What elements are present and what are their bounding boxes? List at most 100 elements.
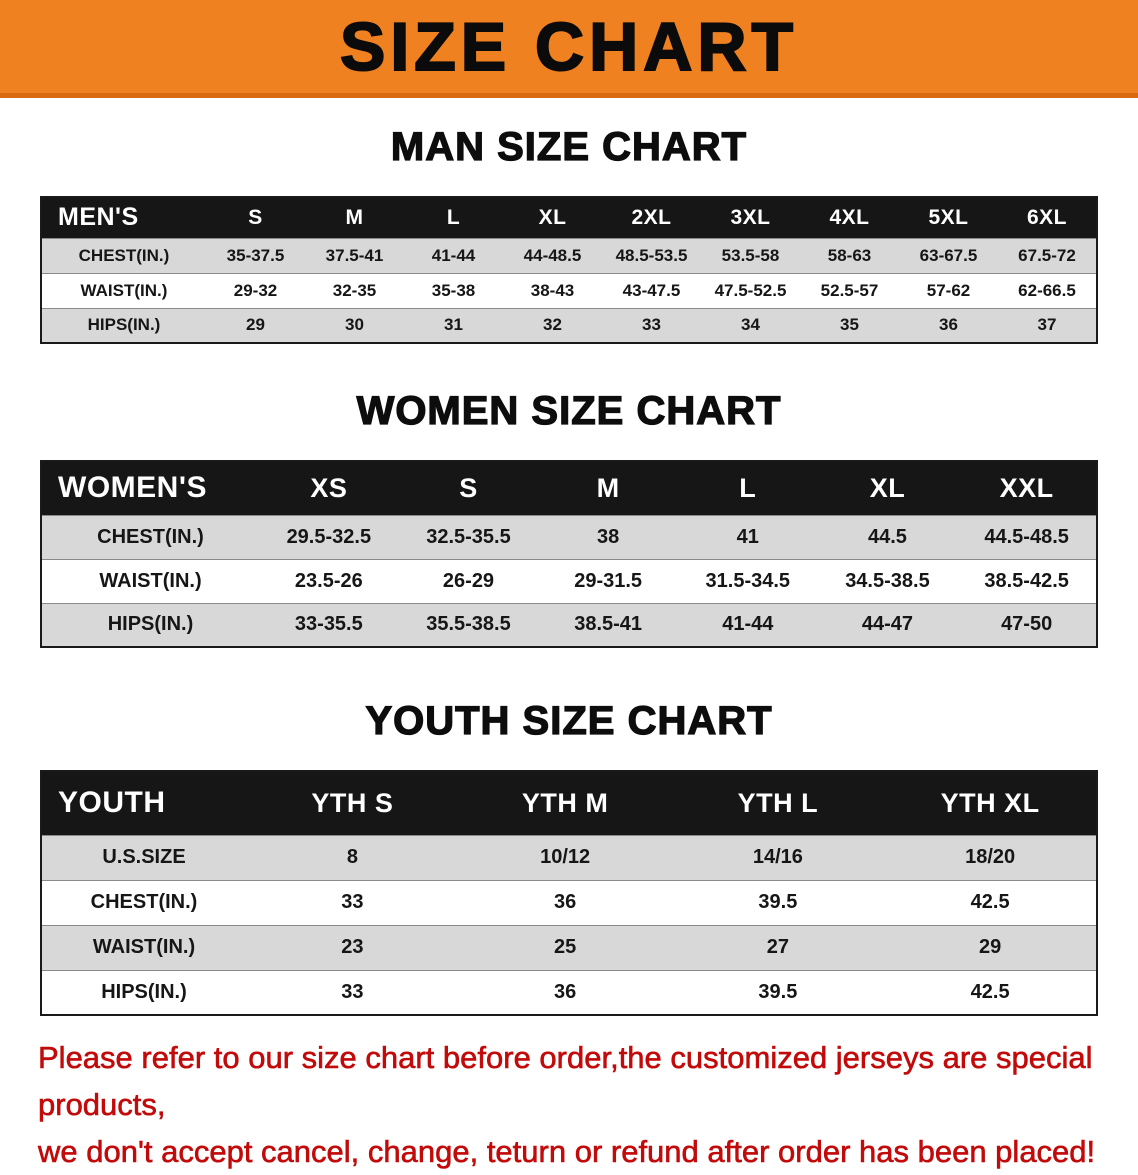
measurement-label: HIPS(IN.) <box>101 980 187 1003</box>
size-value-cell: 44-47 <box>861 613 914 636</box>
size-value-cell: 23.5-26 <box>294 569 363 592</box>
size-header-row: WOMEN'S XS S M L XL XXL <box>41 461 1097 515</box>
size-column-header: YTH XL <box>884 771 1097 835</box>
man-section-heading: MAN SIZE CHART <box>390 124 748 169</box>
size-value-cell: 14/16 <box>752 846 803 868</box>
size-value-cell: 31 <box>444 315 463 335</box>
size-column-header: S <box>398 461 539 515</box>
youth-size-section: YOUTH SIZE CHART YOUTH YTH S YTH M YTH L YTH… <box>0 698 1138 1016</box>
size-value-cell: 33 <box>341 980 364 1003</box>
size-column-header: 5XL <box>899 197 998 238</box>
measurement-row: WAIST(IN.) 23.5-26 26-29 29-31.5 31.5-34.5 34… <box>41 559 1097 603</box>
measurement-label: CHEST(IN.) <box>90 891 198 913</box>
size-value-cell: 30 <box>345 315 364 335</box>
size-value-cell: 37.5-41 <box>325 245 384 265</box>
measurement-row: HIPS(IN.) 33 36 39.5 42.5 <box>41 970 1097 1015</box>
measurement-row: HIPS(IN.) 29 30 31 32 33 34 35 36 37 <box>41 308 1097 343</box>
size-value-cell: 42.5 <box>970 980 1010 1003</box>
size-value-cell: 29-31.5 <box>574 569 643 592</box>
size-value-cell: 47-50 <box>1001 613 1053 636</box>
size-column-header: L <box>404 197 503 238</box>
size-value-cell: 29.5-32.5 <box>286 525 372 548</box>
size-column-header: XL <box>817 461 958 515</box>
size-column-header: XL <box>503 197 602 238</box>
size-column-header: YTH L <box>671 771 885 835</box>
size-value-cell: 44-48.5 <box>523 245 582 265</box>
size-value-cell: 32 <box>543 315 562 335</box>
table-corner-label: WOMEN'S <box>41 461 259 515</box>
size-value-cell: 18/20 <box>965 846 1016 868</box>
size-value-cell: 47.5-52.5 <box>714 280 787 300</box>
size-column-header: 3XL <box>701 197 800 238</box>
size-value-cell: 42.5 <box>970 891 1010 913</box>
size-value-cell: 35-37.5 <box>226 245 285 265</box>
size-value-cell: 26-29 <box>442 569 495 592</box>
size-value-cell: 58-63 <box>827 245 872 265</box>
size-value-cell: 38.5-42.5 <box>984 569 1069 592</box>
measurement-label: CHEST(IN.) <box>97 525 204 548</box>
size-column-header: YTH S <box>246 771 459 835</box>
size-value-cell: 29-32 <box>233 280 278 300</box>
size-value-cell: 41 <box>736 525 759 548</box>
size-value-cell: 33-35.5 <box>294 613 363 636</box>
size-value-cell: 34.5-38.5 <box>845 569 930 592</box>
measurement-row: CHEST(IN.) 29.5-32.5 32.5-35.5 38 41 44.5 44.5… <box>41 515 1097 559</box>
measurement-label: CHEST(IN.) <box>78 245 170 265</box>
youth-size-table: YOUTH YTH S YTH M YTH L YTH XL U.S.SIZE 8 10/12… <box>40 770 1098 1016</box>
size-value-cell: 36 <box>554 891 577 913</box>
size-value-cell: 38.5-41 <box>574 613 643 636</box>
measurement-label: WAIST(IN.) <box>80 280 168 300</box>
size-column-header: M <box>305 197 404 238</box>
page-title: SIZE CHART <box>339 8 798 85</box>
size-column-header: 6XL <box>998 197 1097 238</box>
measurement-row: CHEST(IN.) 35-37.5 37.5-41 41-44 44-48.5 48.5… <box>41 238 1097 273</box>
size-value-cell: 33 <box>642 315 661 335</box>
size-value-cell: 29 <box>979 936 1002 958</box>
size-column-header: S <box>206 197 305 238</box>
size-value-cell: 41-44 <box>431 245 476 265</box>
size-value-cell: 41-44 <box>722 613 774 636</box>
size-value-cell: 35 <box>840 315 859 335</box>
men-size-table: MEN'S S M L XL 2XL 3XL 4XL 5XL 6XL CHEST(IN.) 35-37… <box>40 196 1098 344</box>
measurement-row: WAIST(IN.) 23 25 27 29 <box>41 925 1097 970</box>
size-column-header: 2XL <box>602 197 701 238</box>
size-value-cell: 38-43 <box>530 280 575 300</box>
size-value-cell: 31.5-34.5 <box>705 569 791 592</box>
size-column-header: XXL <box>957 461 1097 515</box>
note-line-2: we don't accept cancel, change, teturn o… <box>38 1134 1096 1170</box>
size-header-row: YOUTH YTH S YTH M YTH L YTH XL <box>41 771 1097 835</box>
size-value-cell: 36 <box>939 315 958 335</box>
measurement-label: WAIST(IN.) <box>92 936 196 958</box>
size-column-header: M <box>538 461 678 515</box>
size-value-cell: 62-66.5 <box>1018 280 1076 300</box>
size-column-header: YTH M <box>458 771 672 835</box>
size-value-cell: 32.5-35.5 <box>426 525 511 548</box>
size-value-cell: 34 <box>741 315 760 335</box>
size-column-header: 4XL <box>800 197 899 238</box>
size-value-cell: 44.5-48.5 <box>984 525 1069 548</box>
size-value-cell: 35-38 <box>431 280 476 300</box>
size-value-cell: 39.5 <box>758 891 798 913</box>
size-value-cell: 67.5-72 <box>1018 245 1076 265</box>
table-corner-label: YOUTH <box>41 771 246 835</box>
size-value-cell: 39.5 <box>758 980 798 1003</box>
size-value-cell: 52.5-57 <box>820 280 879 300</box>
measurement-row: U.S.SIZE 8 10/12 14/16 18/20 <box>41 835 1097 880</box>
measurement-label: HIPS(IN.) <box>107 613 194 636</box>
measurement-row: CHEST(IN.) 33 36 39.5 42.5 <box>41 880 1097 925</box>
size-value-cell: 23 <box>341 936 364 958</box>
women-size-table: WOMEN'S XS S M L XL XXL CHEST(IN.) 29.5-32.5 32.5… <box>40 460 1098 648</box>
size-value-cell: 38 <box>597 525 620 548</box>
size-value-cell: 57-62 <box>926 280 971 300</box>
size-value-cell: 32-35 <box>332 280 377 300</box>
measurement-label: U.S.SIZE <box>102 846 186 868</box>
women-size-section: WOMEN SIZE CHART WOMEN'S XS S M L XL XXL CHEST(… <box>0 388 1138 648</box>
size-value-cell: 36 <box>554 980 577 1003</box>
size-value-cell: 53.5-58 <box>721 245 780 265</box>
size-value-cell: 10/12 <box>540 846 591 868</box>
size-column-header: XS <box>259 461 399 515</box>
size-value-cell: 48.5-53.5 <box>615 245 688 265</box>
measurement-label: HIPS(IN.) <box>87 315 161 335</box>
size-value-cell: 27 <box>766 936 789 958</box>
